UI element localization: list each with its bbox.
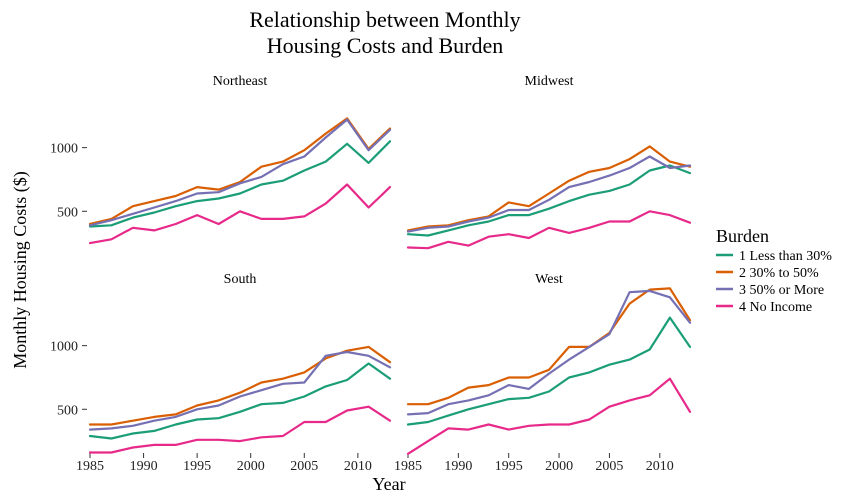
- x-tick-label: 1990: [130, 459, 158, 474]
- series-line-northeast-3-50-or-more: [88, 118, 392, 227]
- chart-title-line-1: Relationship between Monthly: [249, 7, 520, 32]
- x-axis-label: Year: [372, 474, 405, 494]
- series-line-midwest-1-less-than-30: [406, 164, 692, 237]
- x-tick-label: 1990: [444, 459, 472, 474]
- legend-entry: 3 50% or More: [716, 283, 824, 298]
- panel-midwest: Midwest: [406, 74, 692, 250]
- series-line-south-1-less-than-30: [88, 362, 392, 440]
- y-axis-label: Monthly Housing Costs ($): [10, 171, 31, 369]
- chart-title-line-2: Housing Costs and Burden: [267, 33, 504, 58]
- panel-northeast: Northeast 500 1000: [50, 74, 392, 245]
- x-tick-label: 2000: [237, 459, 265, 474]
- series-line-northeast-4-no-income: [88, 183, 392, 245]
- legend-entry: 2 30% to 50%: [716, 266, 819, 281]
- x-tick-label: 1995: [495, 459, 523, 474]
- x-tick-label: 2010: [646, 459, 674, 474]
- legend-title: Burden: [716, 226, 769, 246]
- chart-title: Relationship between Monthly Housing Cos…: [249, 7, 520, 58]
- y-tick-label: 1000: [50, 340, 78, 355]
- series-line-south-4-no-income: [88, 405, 392, 454]
- legend: Burden 1 Less than 30% 2 30% to 50% 3 50% …: [716, 226, 832, 315]
- x-tick-label: 2005: [290, 459, 318, 474]
- facet-panels: Northeast 500 1000 Midwest South 500 1000 1985 1…: [50, 74, 692, 474]
- series-line-northeast-2-30-to-50: [88, 117, 392, 226]
- x-tick-label: 1985: [76, 459, 104, 474]
- series-line-west-2-30-to-50: [406, 287, 692, 406]
- legend-label: 2 30% to 50%: [739, 266, 819, 281]
- series-line-west-4-no-income: [406, 377, 692, 455]
- series-line-west-1-less-than-30: [406, 316, 692, 426]
- legend-label: 1 Less than 30%: [739, 249, 832, 264]
- series-line-northeast-1-less-than-30: [88, 140, 392, 228]
- series-line-midwest-2-30-to-50: [406, 145, 692, 232]
- panel-west: West 1985 1990 1995 2000 2005 2010: [394, 272, 692, 474]
- x-tick-label: 2000: [545, 459, 573, 474]
- panel-south: South 500 1000 1985 1990 1995 2000 2005 2010: [50, 272, 392, 474]
- series-line-midwest-3-50-or-more: [406, 155, 692, 233]
- legend-entry: 4 No Income: [716, 300, 812, 315]
- series-line-south-3-50-or-more: [88, 350, 392, 431]
- legend-label: 3 50% or More: [739, 283, 824, 298]
- y-tick-label: 1000: [50, 142, 78, 157]
- x-tick-label: 1985: [394, 459, 422, 474]
- facet-title-northeast: Northeast: [213, 74, 268, 89]
- x-tick-label: 2010: [344, 459, 372, 474]
- series-line-west-3-50-or-more: [406, 289, 692, 416]
- facet-title-south: South: [224, 272, 257, 287]
- x-tick-label: 2005: [595, 459, 623, 474]
- facet-title-midwest: Midwest: [525, 74, 574, 89]
- legend-entry: 1 Less than 30%: [716, 249, 832, 264]
- series-line-midwest-4-no-income: [406, 210, 692, 250]
- y-tick-label: 500: [57, 205, 78, 220]
- y-tick-label: 500: [57, 403, 78, 418]
- x-tick-label: 1995: [183, 459, 211, 474]
- facet-title-west: West: [535, 272, 563, 287]
- legend-label: 4 No Income: [739, 300, 812, 315]
